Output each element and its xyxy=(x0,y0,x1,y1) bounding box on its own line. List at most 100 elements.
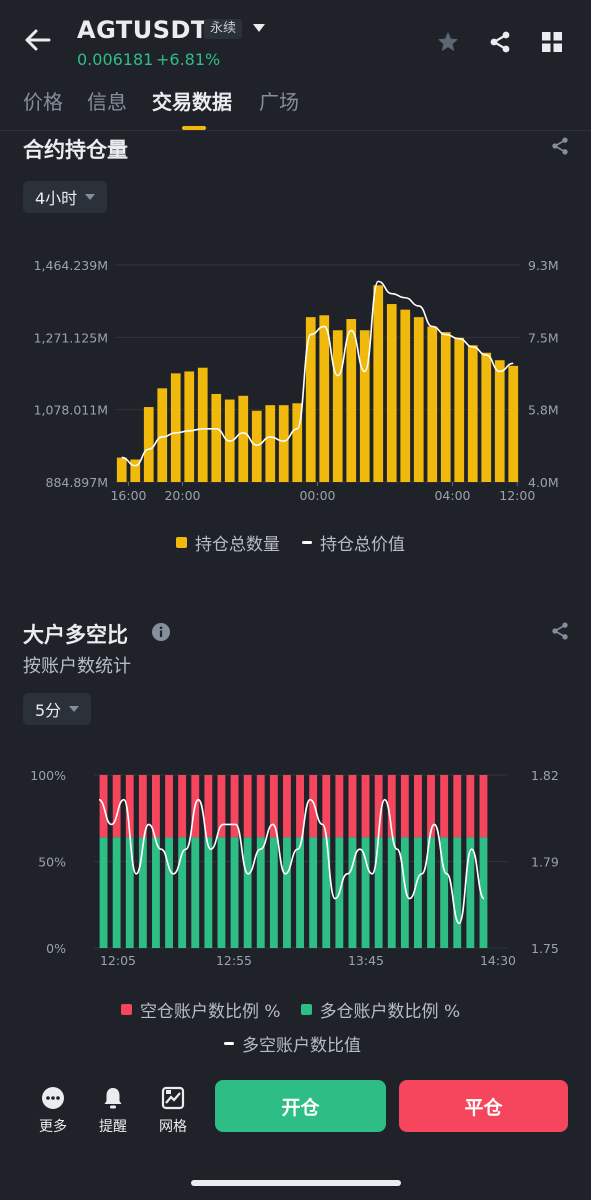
oi-x-tick: 12:00 xyxy=(499,488,535,503)
ls-long-bar xyxy=(178,837,187,948)
ls-short-bar xyxy=(125,775,134,838)
ls-long-bar xyxy=(296,837,304,948)
star-icon[interactable] xyxy=(434,28,462,56)
ls-short-bar xyxy=(387,775,396,838)
ls-long-bar xyxy=(269,837,278,948)
oi-legend: 持仓总数量 持仓总价值 xyxy=(176,530,405,555)
alert-button[interactable]: 提醒 xyxy=(88,1086,138,1136)
ls-long-bar xyxy=(191,837,200,948)
oi-right-tick: 7.5M xyxy=(528,330,559,345)
ls-x-tick: 13:45 xyxy=(348,953,384,968)
oi-bar xyxy=(494,360,505,482)
oi-bar xyxy=(400,309,411,482)
bottom-action-bar: 更多 提醒 网格 开仓 平仓 xyxy=(0,1066,591,1200)
oi-x-tick: 00:00 xyxy=(299,488,335,503)
close-position-button[interactable]: 平仓 xyxy=(399,1080,568,1132)
ls-left-tick: 0% xyxy=(46,941,66,956)
ls-left-tick: 100% xyxy=(30,768,66,783)
bell-icon xyxy=(104,1088,122,1109)
ls-short-bar xyxy=(440,775,449,838)
oi-bar xyxy=(278,405,289,482)
oi-x-tick: 20:00 xyxy=(164,488,200,503)
ls-left-tick: 50% xyxy=(38,855,66,870)
last-price: 0.006181 xyxy=(77,50,154,69)
ls-short-bar xyxy=(112,775,121,838)
ls-right-tick: 1.82 xyxy=(531,768,559,783)
oi-bar xyxy=(427,326,438,482)
legend-value-label: 持仓总价值 xyxy=(320,535,405,555)
ls-short-bar xyxy=(165,775,173,838)
dropdown-caret-icon xyxy=(69,706,80,712)
ls-legend: 空仓账户数比例 % 多仓账户数比例 % xyxy=(121,997,460,1022)
oi-bar xyxy=(440,332,451,482)
legend-ratio-swatch xyxy=(224,1042,234,1045)
ls-long-bar xyxy=(204,837,213,948)
section-share-icon[interactable] xyxy=(550,136,570,160)
ls-long-bar xyxy=(230,837,239,948)
info-icon[interactable] xyxy=(151,622,171,646)
oi-x-tick: 04:00 xyxy=(434,488,470,503)
ls-right-tick: 1.79 xyxy=(531,855,559,870)
ls-short-bar xyxy=(243,775,252,838)
ls-long-bar xyxy=(309,837,318,948)
back-arrow-icon[interactable] xyxy=(20,22,56,58)
open-position-button[interactable]: 开仓 xyxy=(215,1080,386,1132)
ls-long-bar xyxy=(256,837,265,948)
ls-long-bar xyxy=(479,837,488,948)
home-indicator xyxy=(191,1180,401,1186)
ls-long-bar xyxy=(125,837,134,948)
ls-x-tick: 12:05 xyxy=(100,953,136,968)
ls-long-bar xyxy=(453,837,462,948)
chevron-down-icon[interactable] xyxy=(253,24,265,32)
tab-price[interactable]: 价格 xyxy=(23,90,63,114)
tab-square[interactable]: 广场 xyxy=(259,90,299,114)
ls-long-bar xyxy=(427,837,435,948)
ls-long-bar xyxy=(387,837,396,948)
oi-bar xyxy=(184,371,195,482)
ls-short-bar xyxy=(309,775,318,838)
oi-interval-label: 4小时 xyxy=(35,189,78,208)
legend-long-label: 多仓账户数比例 % xyxy=(319,1002,461,1022)
oi-bar xyxy=(386,304,397,482)
ls-interval-dropdown[interactable]: 5分 xyxy=(23,693,92,725)
long-short-chart: 100% 50% 0% 1.82 1.79 1.75 12:05 12:55 13:45 14:3… xyxy=(30,768,559,968)
legend-long-swatch xyxy=(300,1004,312,1015)
more-button[interactable]: 更多 xyxy=(28,1086,78,1136)
oi-bar xyxy=(332,330,343,482)
oi-right-tick: 9.3M xyxy=(528,258,559,273)
oi-bar xyxy=(170,373,181,482)
ls-long-bar xyxy=(374,837,383,948)
share-icon[interactable] xyxy=(486,28,514,56)
grid-trading-button[interactable]: 网格 xyxy=(148,1086,198,1136)
tab-bar: 价格 信息 交易数据 广场 xyxy=(0,86,591,132)
dropdown-caret-icon xyxy=(85,194,96,200)
oi-interval-dropdown[interactable]: 4小时 xyxy=(23,181,108,213)
oi-bar xyxy=(359,330,370,482)
ls-short-bar xyxy=(178,775,187,838)
ls-long-bar xyxy=(361,837,370,948)
ls-short-bar xyxy=(453,775,462,838)
section-share-icon[interactable] xyxy=(550,621,570,645)
ls-ratio-line xyxy=(98,798,485,925)
oi-bar xyxy=(211,393,222,482)
ls-long-bar xyxy=(243,837,252,948)
ls-long-bar xyxy=(152,837,160,948)
tab-info[interactable]: 信息 xyxy=(87,90,127,114)
alert-label: 提醒 xyxy=(99,1119,127,1135)
ls-short-bar xyxy=(204,775,213,838)
long-short-subtitle: 按账户数统计 xyxy=(23,656,131,677)
tab-trading-data[interactable]: 交易数据 xyxy=(152,90,232,114)
tab-divider xyxy=(0,130,591,131)
symbol-title[interactable]: AGTUSDT xyxy=(77,16,208,44)
oi-right-tick: 4.0M xyxy=(528,475,559,490)
ls-long-bar xyxy=(165,837,173,948)
ls-interval-label: 5分 xyxy=(35,701,62,720)
oi-right-tick: 5.8M xyxy=(528,403,559,418)
oi-x-tick: 16:00 xyxy=(110,488,146,503)
ls-short-bar xyxy=(348,775,357,838)
ls-short-bar xyxy=(361,775,370,838)
grid-icon[interactable] xyxy=(538,28,566,56)
contract-type-badge: 永续 xyxy=(204,19,243,39)
oi-bar xyxy=(373,285,384,482)
oi-bar xyxy=(251,410,262,482)
